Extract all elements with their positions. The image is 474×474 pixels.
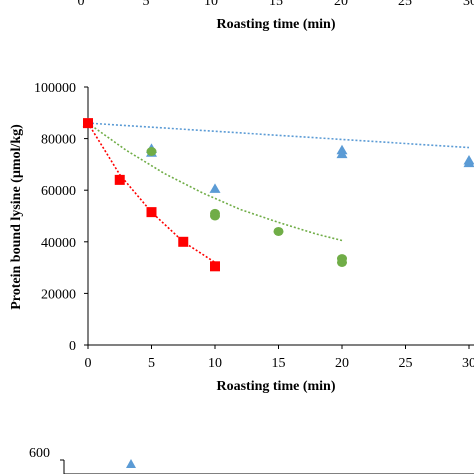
circle-trendline: [87, 122, 343, 242]
square-data-point: [114, 174, 125, 185]
y-axis-title: Protein bound lysine (µmol/kg): [9, 124, 24, 310]
x-tick-label: 20: [335, 356, 349, 371]
triangle-data-point: [336, 148, 348, 159]
y-tick-label: 60000: [41, 184, 76, 199]
y-tick-label: 100000: [34, 81, 76, 96]
x-tick-label: 10: [208, 356, 222, 371]
bottom-panel: 600: [29, 446, 474, 474]
top-x-axis-title: Roasting time (min): [217, 17, 336, 32]
top-x-tick-label: 0: [78, 0, 85, 9]
circle-data-point: [337, 257, 347, 267]
top-x-tick-label: 25: [398, 0, 412, 9]
plot-layer: 0 20000 40000 60000 80000 100000 0 5 10 15 20 25 30: [34, 81, 474, 371]
top-x-tick-label: 10: [204, 0, 218, 9]
square-data-point: [210, 261, 220, 272]
x-tick-label: 0: [85, 356, 92, 371]
triangle-data-point: [463, 157, 474, 168]
top-x-tick-label: 15: [269, 0, 283, 9]
top-x-tick-label: 30: [463, 0, 474, 9]
y-tick-label: 40000: [41, 236, 76, 251]
top-x-tick-label: 5: [143, 0, 150, 9]
y-tick-label: 0: [69, 339, 76, 354]
bottom-data-point-triangle: [126, 459, 136, 468]
x-tick-label: 5: [148, 356, 155, 371]
x-axis-title: Roasting time (min): [217, 379, 336, 394]
top-panel: 0 5 10 15 20 25 30 Roasting time (min): [78, 0, 474, 32]
square-data-point: [83, 118, 93, 129]
square-data-point: [178, 236, 189, 247]
square-data-point: [146, 207, 157, 218]
x-tick-label: 25: [399, 356, 413, 371]
circle-data-point: [210, 211, 220, 221]
top-x-tick-label: 20: [334, 0, 348, 9]
x-tick-label: 30: [462, 356, 474, 371]
circle-data-point: [146, 147, 157, 156]
triangle-data-point: [209, 183, 221, 193]
y-tick-label: 20000: [41, 287, 76, 302]
triangle-trendline: [87, 122, 470, 149]
x-tick-label: 15: [272, 356, 286, 371]
bottom-y-tick-label: 600: [29, 446, 50, 461]
circle-data-point: [273, 226, 284, 236]
y-tick-label: 80000: [41, 133, 76, 148]
